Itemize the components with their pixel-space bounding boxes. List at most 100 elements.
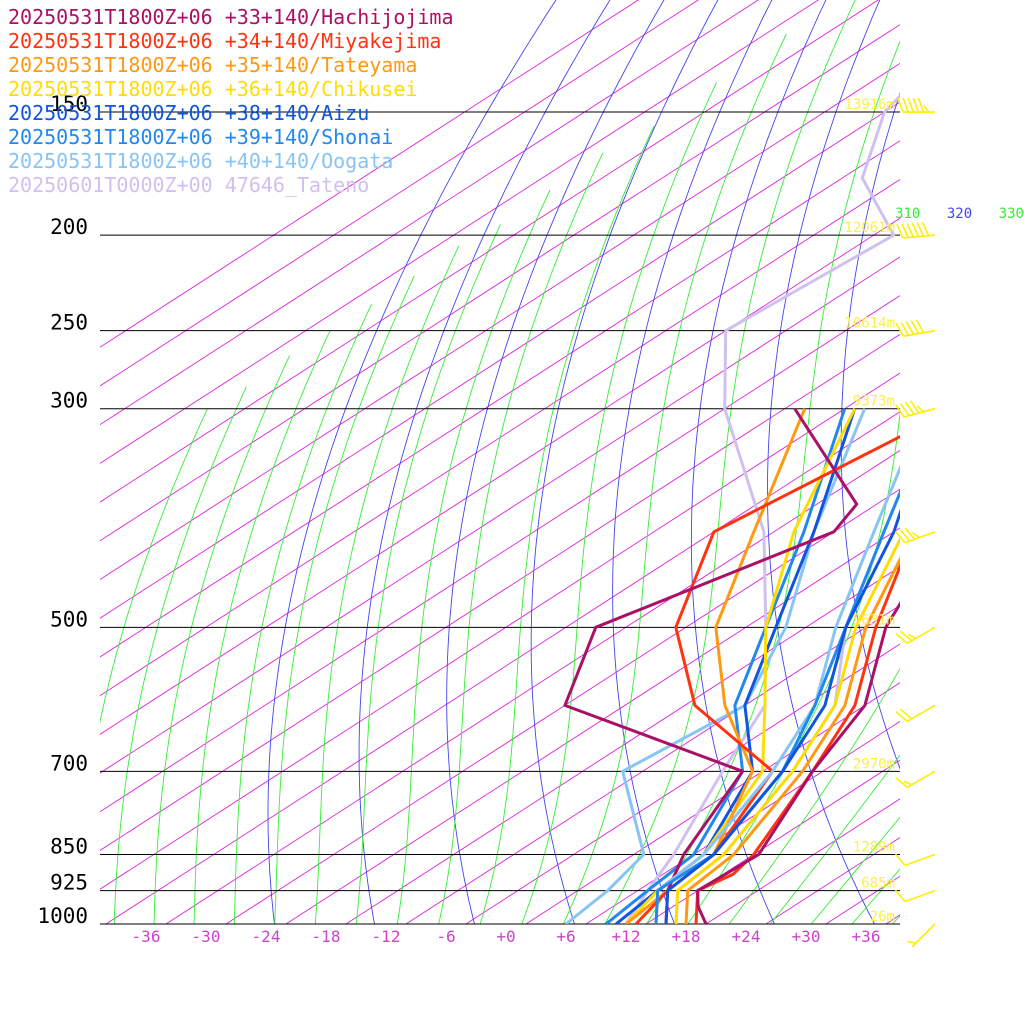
height-label: 9373m xyxy=(853,394,895,410)
wind-barb-feather xyxy=(917,97,925,113)
isotherm-line xyxy=(1006,0,1024,924)
sounding-profiles xyxy=(563,93,900,924)
moist-adiabat-line xyxy=(891,915,900,924)
height-label: 1289m xyxy=(853,839,895,855)
moist-adiabat-line xyxy=(438,152,604,924)
wind-barb-feather xyxy=(907,633,917,639)
temperature-tick-label: -12 xyxy=(372,927,401,946)
wind-barb-staff xyxy=(906,626,936,645)
dewpoint-line xyxy=(624,93,900,924)
wind-barb-feather xyxy=(909,400,920,414)
wind-barb xyxy=(896,221,936,239)
temperature-line xyxy=(696,601,900,924)
isotherm-line xyxy=(105,411,900,924)
wind-barb-feather xyxy=(896,224,904,239)
wind-barb-staff xyxy=(906,770,936,789)
legend-entry: 20250531T1800Z+06 +39+140/Shonai xyxy=(8,125,393,149)
isotherm-line xyxy=(100,178,900,697)
pressure-label: 925 xyxy=(50,871,88,895)
moist-adiabat-line xyxy=(728,667,900,924)
dry-adiabat-line xyxy=(840,92,900,770)
wind-barb-feather xyxy=(915,319,925,334)
isobar-lines xyxy=(100,111,900,925)
isotherm-line xyxy=(465,643,900,924)
legend-entry: 20250531T1800Z+06 +34+140/Miyakejima xyxy=(8,29,441,53)
temperature-tick-label: +12 xyxy=(612,927,641,946)
wind-barb-staff xyxy=(904,531,936,544)
temperature-tick-label: +30 xyxy=(792,927,821,946)
wind-barbs xyxy=(894,97,936,948)
moist-adiabat-line xyxy=(314,245,460,924)
dry-adiabat-line xyxy=(267,0,557,924)
temperature-tick-label: +18 xyxy=(672,927,701,946)
wind-barb xyxy=(894,853,936,867)
temperature-line xyxy=(654,488,900,924)
wind-barb-feather xyxy=(922,104,930,113)
theta-label: 320 xyxy=(947,206,972,222)
legend-entry: 20250531T1800Z+06 +35+140/Tateyama xyxy=(8,53,417,77)
isotherm-line xyxy=(100,295,900,813)
wind-barb-feather xyxy=(902,97,909,113)
dry-adiabat-line xyxy=(982,0,1024,945)
isotherm-line xyxy=(946,0,1024,924)
wind-barb-feather xyxy=(897,97,904,113)
wind-barb xyxy=(895,770,936,789)
wind-barb-feather xyxy=(904,401,915,415)
isotherm-line xyxy=(885,914,900,924)
moist-adiabat-line xyxy=(153,355,291,924)
temperature-tick-label: -24 xyxy=(252,927,281,946)
wind-barb-staff xyxy=(904,853,936,867)
height-label: 10614m xyxy=(844,316,895,332)
wind-barb-feather xyxy=(894,404,905,418)
isotherm-line xyxy=(100,0,880,503)
isotherm-line xyxy=(100,333,900,851)
wind-barb xyxy=(897,97,935,113)
isotherm-line xyxy=(100,62,900,581)
moist-adiabat-line xyxy=(687,410,900,924)
wind-barb-feather xyxy=(916,222,925,237)
dry-adiabat-line xyxy=(358,0,611,924)
wind-barb-feather xyxy=(899,708,913,720)
moist-adiabat-line xyxy=(810,816,900,924)
moist-adiabat-line xyxy=(233,304,372,924)
temperature-line xyxy=(654,464,900,924)
wind-barb-feather xyxy=(901,223,909,238)
isotherm-line xyxy=(405,604,900,924)
wind-barb-staff xyxy=(904,889,936,903)
wind-barb xyxy=(894,400,936,418)
wind-barb-feather xyxy=(912,97,920,113)
isotherm-line xyxy=(825,875,900,924)
pressure-label: 200 xyxy=(50,215,88,239)
height-label: 685m xyxy=(861,876,895,892)
temperature-line xyxy=(674,536,900,924)
wind-barb xyxy=(894,889,936,903)
moist-adiabat-line xyxy=(100,408,208,724)
temperature-tick-label: -6 xyxy=(436,927,455,946)
temperature-line xyxy=(664,508,900,924)
legend: 20250531T1800Z+06 +33+140/Hachijojima202… xyxy=(8,5,454,197)
wind-barb-staff xyxy=(903,234,936,239)
height-label: 2970m xyxy=(853,756,895,772)
wind-barb-feather xyxy=(900,322,910,336)
isotherm-line xyxy=(100,0,820,464)
pressure-label: 500 xyxy=(50,607,88,631)
legend-entry: 20250531T1800Z+06 +33+140/Hachijojima xyxy=(8,5,454,29)
moist-adiabat-line xyxy=(113,386,247,924)
wind-barb-feather xyxy=(895,777,908,788)
temperature-tick-label: +6 xyxy=(556,927,575,946)
pressure-label: 150 xyxy=(50,92,88,116)
wind-barb-feather xyxy=(895,633,908,644)
axis-labels: 100150200250300500700850925100016491m139… xyxy=(37,92,1024,946)
theta-label: 330 xyxy=(999,206,1024,222)
isotherm-line xyxy=(100,217,900,735)
legend-entry: 20250531T1800Z+06 +40+140/Oogata xyxy=(8,149,393,173)
wind-barb-staff xyxy=(903,407,936,418)
isotherm-line xyxy=(100,256,900,774)
wind-barb-feather xyxy=(910,320,920,334)
wind-barb-feather xyxy=(895,711,908,722)
isotherm-line xyxy=(100,24,900,542)
height-label: 12061m xyxy=(844,220,895,236)
legend-entry: 20250531T1800Z+06 +38+140/Aizu xyxy=(8,101,369,125)
wind-barb-feather xyxy=(907,940,917,944)
